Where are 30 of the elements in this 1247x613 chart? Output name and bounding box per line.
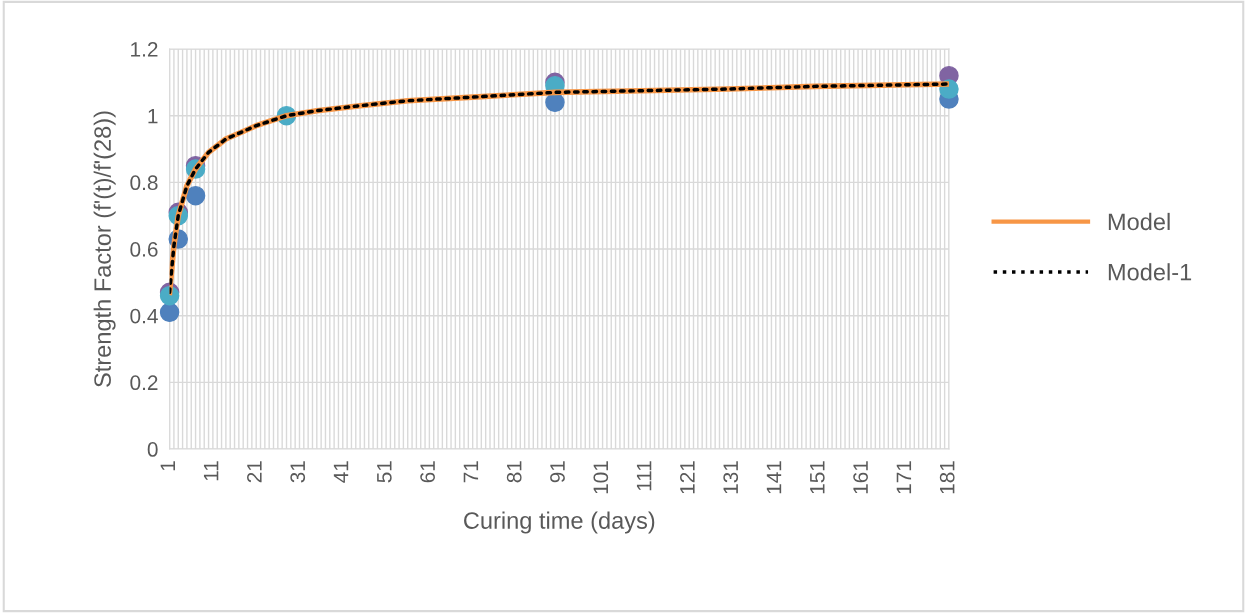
y-tick-label: 0 bbox=[147, 442, 158, 457]
x-tick-label: 41 bbox=[333, 461, 349, 483]
x-tick-label: 121 bbox=[680, 461, 695, 494]
x-tick-label: 61 bbox=[420, 461, 435, 483]
x-axis-title: Curing time (days) bbox=[464, 511, 655, 534]
y-tick-label: 1 bbox=[148, 108, 158, 124]
y-tick-label: 0.2 bbox=[130, 375, 158, 391]
x-tick-label: 31 bbox=[290, 461, 306, 483]
x-tick-label: 21 bbox=[247, 461, 262, 483]
y-tick-label: 0.8 bbox=[130, 175, 158, 191]
x-tick-label: 81 bbox=[506, 461, 522, 483]
x-tick-label: 11 bbox=[203, 461, 219, 481]
x-tick-label: 161 bbox=[853, 461, 868, 494]
x-tick-label: 171 bbox=[896, 461, 912, 494]
x-tick-label: 141 bbox=[766, 461, 782, 494]
y-tick-label: 0.6 bbox=[130, 242, 158, 257]
legend-label: Model-1 bbox=[1108, 263, 1192, 281]
y-tick-label: 0.4 bbox=[130, 308, 158, 324]
x-tick-label: 181 bbox=[939, 461, 955, 494]
legend-label: Model bbox=[1108, 212, 1170, 231]
x-tick-label: 101 bbox=[593, 461, 609, 494]
y-tick-label: 1.2 bbox=[131, 42, 158, 57]
x-tick-label: 51 bbox=[377, 461, 392, 483]
x-tick-label: 1 bbox=[160, 461, 175, 471]
x-tick-label: 151 bbox=[810, 461, 825, 494]
y-axis-title: Strength Factor (f'(t)/f'(28)) bbox=[93, 111, 116, 387]
x-tick-label: 111 bbox=[636, 461, 652, 491]
x-tick-label: 91 bbox=[550, 461, 565, 483]
x-tick-label: 71 bbox=[463, 461, 479, 483]
x-tick-label: 131 bbox=[723, 461, 739, 494]
